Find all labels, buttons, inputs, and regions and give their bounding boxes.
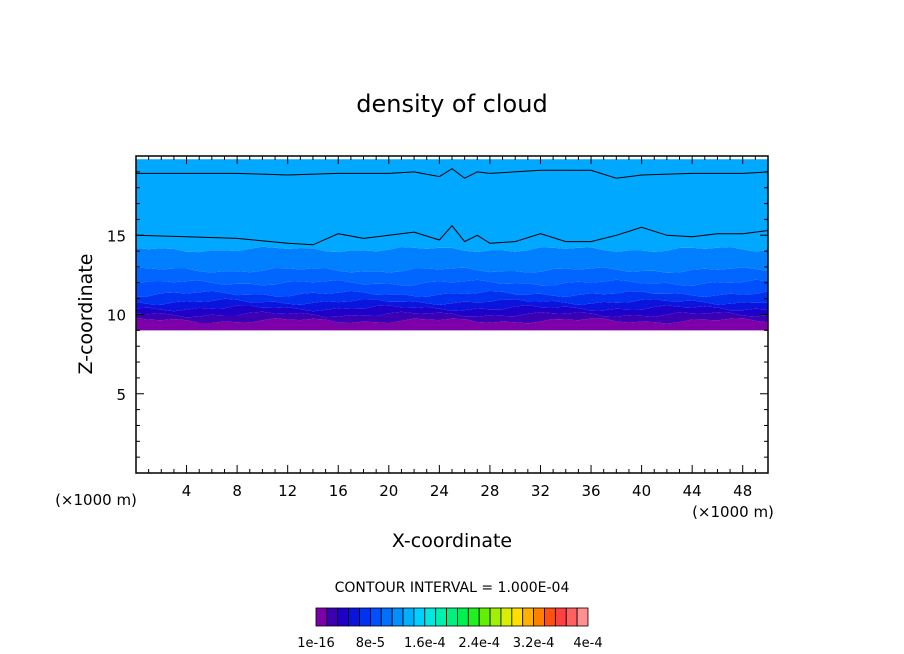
x-tick-label: 4 [182, 482, 192, 500]
x-unit-label: (×1000 m) [692, 503, 774, 521]
x-tick-label: 48 [733, 482, 752, 500]
x-axis-title: X-coordinate [392, 530, 512, 552]
x-tick-label: 44 [683, 482, 702, 500]
y-tick-label: 15 [107, 227, 126, 245]
x-tick-label: 16 [329, 482, 348, 500]
colorbar-tick-label: 1e-16 [297, 636, 335, 651]
density-band [136, 246, 768, 273]
contour-interval-label: CONTOUR INTERVAL = 1.000E-04 [335, 580, 570, 596]
colorbar-swatch [337, 607, 350, 627]
colorbar-swatch [511, 607, 524, 627]
chart-title: density of cloud [356, 90, 547, 118]
colorbar-swatch [380, 607, 393, 627]
y-tick-label: 5 [116, 386, 126, 404]
colorbar-swatch [348, 607, 360, 627]
y-unit-label: (×1000 m) [55, 491, 137, 509]
colorbar-swatch [391, 607, 404, 627]
x-tick-label: 24 [430, 482, 449, 500]
colorbar-swatch [402, 607, 415, 627]
colorbar [315, 607, 589, 627]
colorbar-swatch [326, 607, 339, 627]
colorbar-tick-label: 1.6e-4 [404, 636, 446, 651]
density-band [136, 290, 768, 305]
colorbar-tick-label: 3.2e-4 [513, 636, 555, 651]
x-tick-label: 40 [632, 482, 651, 500]
density-band [136, 267, 768, 286]
colorbar-swatch [446, 607, 458, 627]
x-tick-label: 8 [232, 482, 242, 500]
contour-line-lower [135, 224, 769, 246]
colorbar-tick-label: 2.4e-4 [458, 636, 500, 651]
y-axis-ticks: 5 10 15 [107, 171, 768, 458]
colorbar-tick-label: 4e-4 [573, 636, 602, 651]
y-tick-label: 10 [107, 307, 126, 325]
colorbar-swatch [489, 607, 502, 627]
density-band [136, 298, 768, 312]
x-tick-label: 28 [480, 482, 499, 500]
colorbar-swatch [500, 607, 513, 627]
density-band [136, 305, 768, 318]
x-tick-label: 12 [278, 482, 297, 500]
x-tick-label: 32 [531, 482, 550, 500]
colorbar-swatch [565, 607, 578, 627]
x-axis-ticks: 4 8 12 16 20 24 28 32 36 40 44 48 [148, 156, 756, 500]
contour-lines [135, 168, 769, 246]
colorbar-swatch [554, 607, 567, 627]
colorbar-swatch [315, 607, 328, 627]
density-band [136, 159, 768, 253]
density-band [136, 279, 768, 297]
density-bands [136, 159, 768, 331]
colorbar-swatch [467, 607, 480, 627]
colorbar-swatch [369, 607, 382, 627]
colorbar-swatch [424, 607, 437, 627]
colorbar-swatch [359, 607, 371, 627]
colorbar-swatch [533, 607, 545, 627]
density-band [136, 311, 768, 324]
colorbar-swatch [522, 607, 534, 627]
y-axis-title: Z-coordinate [75, 254, 97, 375]
density-band [136, 318, 768, 331]
x-tick-label: 36 [581, 482, 600, 500]
colorbar-swatch [544, 607, 556, 627]
colorbar-tick-label: 8e-5 [356, 636, 385, 651]
colorbar-swatch [478, 607, 491, 627]
colorbar-swatch [435, 607, 447, 627]
colorbar-labels: 1e-16 8e-5 1.6e-4 2.4e-4 3.2e-4 4e-4 [297, 636, 602, 651]
contour-line-upper [136, 168, 769, 179]
colorbar-swatch [457, 607, 469, 627]
colorbar-swatch [576, 607, 589, 627]
x-tick-label: 20 [379, 482, 398, 500]
colorbar-swatch [413, 607, 426, 627]
